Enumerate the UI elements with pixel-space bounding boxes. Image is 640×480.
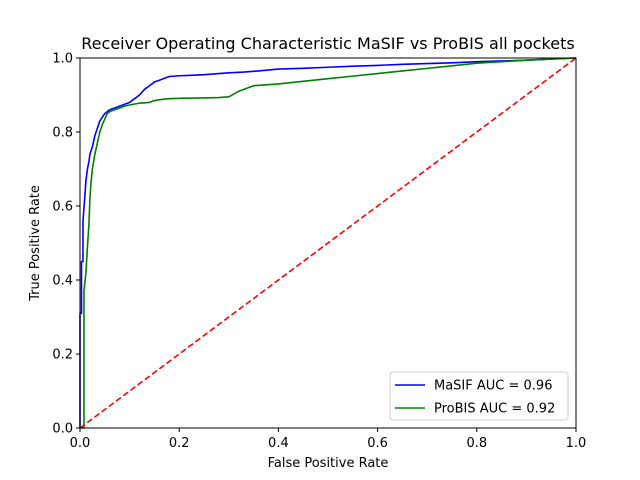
x-tick-label: 0.2 bbox=[169, 436, 190, 451]
y-tick-label: 1.0 bbox=[52, 52, 73, 67]
y-tick-label: 0.6 bbox=[52, 200, 73, 215]
chart-title: Receiver Operating Characteristic MaSIF … bbox=[81, 34, 574, 53]
plot-frame bbox=[79, 57, 577, 429]
x-tick-label: 0.8 bbox=[466, 436, 487, 451]
y-ticks: 0.0 0.2 0.4 0.6 0.8 1.0 bbox=[52, 52, 80, 437]
legend: MaSIF AUC = 0.96 ProBIS AUC = 0.92 bbox=[389, 371, 569, 421]
y-tick-label: 0.0 bbox=[52, 422, 73, 437]
legend-label: ProBIS AUC = 0.92 bbox=[434, 402, 555, 417]
series-line-0 bbox=[79, 57, 577, 428]
legend-label: MaSIF AUC = 0.96 bbox=[434, 379, 552, 394]
series-line-1 bbox=[80, 57, 577, 429]
chance-diagonal-line bbox=[79, 57, 577, 429]
legend-box bbox=[389, 371, 569, 421]
x-tick-label: 1.0 bbox=[566, 436, 587, 451]
x-ticks: 0.0 0.2 0.4 0.6 0.8 1.0 bbox=[70, 428, 587, 451]
y-tick-label: 0.8 bbox=[52, 126, 73, 141]
x-tick-label: 0.4 bbox=[268, 436, 289, 451]
x-tick-label: 0.0 bbox=[70, 436, 91, 451]
series-layer bbox=[79, 57, 577, 429]
y-tick-label: 0.2 bbox=[52, 348, 73, 363]
y-tick-label: 0.4 bbox=[52, 274, 73, 289]
x-tick-label: 0.6 bbox=[367, 436, 388, 451]
x-axis-label: False Positive Rate bbox=[268, 456, 389, 471]
y-axis-label: True Positive Rate bbox=[28, 185, 43, 302]
